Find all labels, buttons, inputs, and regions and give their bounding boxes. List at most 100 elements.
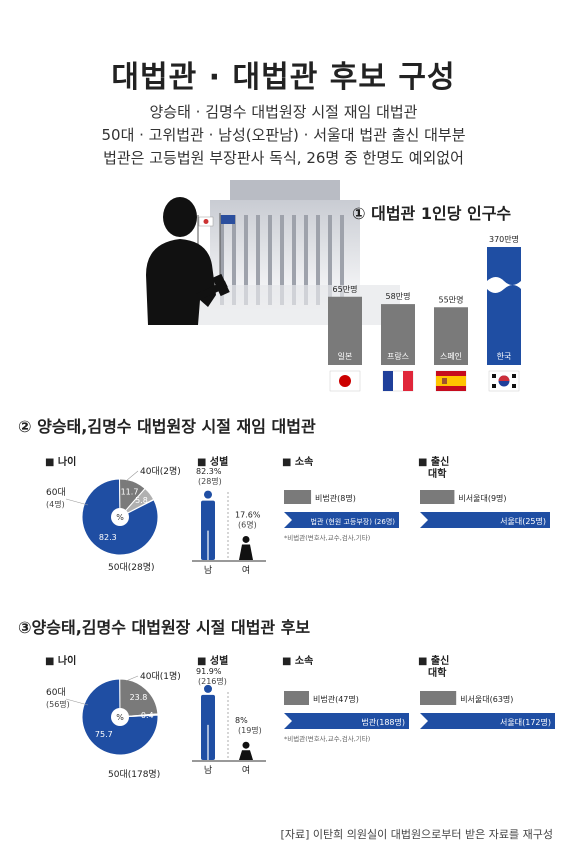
japan-flag-icon: [329, 370, 361, 392]
male-label: 남: [204, 565, 212, 576]
hbar-비법관: [284, 490, 312, 504]
hbar-label: 비법관(8명): [315, 493, 356, 503]
pie-value-label: 11.7: [121, 487, 139, 496]
chart1-title: ① 대법관 1인당 인구수: [352, 204, 512, 223]
female-figure-body: [239, 750, 253, 760]
male-figure-icon: [204, 684, 212, 693]
male-count: (28명): [198, 476, 222, 486]
male-label: 남: [204, 765, 212, 776]
male-figure-body: [201, 500, 215, 560]
male-pct: 82.3%: [196, 467, 222, 476]
s2-univ-header: ■ 출신: [418, 457, 450, 468]
hbar-note: *비법관(변호사,교수,검사,기타): [284, 734, 370, 743]
pie-label-60s: 60대: [46, 687, 66, 698]
pie-leader-line: [65, 498, 89, 506]
pie-center-label: %: [116, 713, 124, 722]
pie-label-40s: 40대(1명): [140, 671, 180, 682]
pie-value-label: 82.3: [99, 533, 117, 542]
subtitle-line-3: 법관은 고등법원 부장판사 독식, 26명 중 한명도 예외없어: [103, 149, 464, 167]
pie-slice-40대: [119, 713, 159, 718]
hbar-arrow-notch: [420, 512, 428, 528]
female-count: (6명): [238, 519, 257, 529]
male-count: (216명): [198, 676, 227, 686]
hbar-label: 서울대(25명): [500, 516, 546, 526]
s2-age-header: ■ 나이: [45, 457, 77, 468]
pie-center-hole: [111, 508, 129, 526]
hbar-label: 비법관(47명): [313, 694, 359, 704]
bar-value-label: 55만명: [439, 294, 464, 304]
female-label: 여: [242, 764, 250, 776]
s2-affiliation-bar-chart: 비법관(8명) 법관 (현원 고등부장) (26명) *비법관(변호사,교수,검사,…: [284, 490, 399, 542]
pie-slice-40대: [119, 487, 155, 518]
hbar-법관: [284, 512, 399, 528]
female-figure-icon: [242, 535, 250, 543]
female-label: 여: [242, 564, 250, 576]
s2-affil-header: ■ 소속: [282, 457, 314, 468]
s3-affiliation-bar-chart: 비법관(47명) 법관(188명) *비법관(변호사,교수,검사,기타): [284, 691, 409, 743]
s3-university-bar-chart: 비서울대(63명) 서울대(172명): [420, 691, 555, 729]
s2-gender-header: ■ 성별: [197, 457, 229, 468]
bar-value-label: 370만명: [489, 234, 519, 244]
hbar-note: *비법관(변호사,교수,검사,기타): [284, 533, 370, 542]
male-figure-icon: [204, 490, 212, 499]
hbar-arrow-notch: [284, 713, 292, 729]
pie-leader-line: [125, 470, 139, 482]
s3-age-pie-chart: 75.7 23.8 0.4% 50대(178명) 60대(56명) 40대(1명): [46, 671, 180, 780]
korea-flag-icon: [488, 370, 520, 392]
pie-label-50s: 50대(178명): [108, 769, 160, 780]
s3-univ-header2: 대학: [428, 668, 447, 679]
bar-일본: [328, 296, 362, 365]
pie-label-60s: 60대: [46, 487, 66, 498]
hbar-label: 비서울대(63명): [460, 694, 513, 704]
s2-university-bar-chart: 비서울대(9명) 서울대(25명): [420, 490, 550, 528]
france-flag-icon: [382, 370, 414, 392]
bar-value-label: 58만명: [386, 291, 411, 301]
s3-affil-header: ■ 소속: [282, 656, 314, 667]
hbar-서울대: [420, 512, 550, 528]
section3-title: ③양승태,김명수 대법원장 시절 대법관 후보: [18, 618, 311, 637]
female-pct: 17.6%: [235, 510, 261, 519]
pie-value-label: 23.8: [130, 693, 148, 702]
s2-age-pie-chart: 82.3 11.75.8% 50대(28명) 60대(4명) 40대(2명): [46, 466, 180, 573]
hbar-비서울대: [420, 490, 455, 504]
hbar-서울대: [420, 713, 555, 729]
s3-gender-header: ■ 성별: [197, 656, 229, 667]
hbar-비서울대: [420, 691, 457, 705]
bar-category-label: 프랑스: [387, 351, 409, 361]
subtitle-line-1: 양승태 · 김명수 대법원장 시절 재임 대법관: [149, 103, 418, 121]
pie-label-50s: 50대(28명): [108, 562, 155, 573]
pie-center-hole: [111, 708, 129, 726]
bar-한국: [487, 247, 521, 365]
person-silhouette-icon: [146, 197, 230, 325]
subtitle-line-2: 50대 · 고위법관 · 남성(오판남) · 서울대 법관 출신 대부분: [101, 126, 466, 144]
spain-flag-icon: [435, 370, 467, 392]
bar-value-label: 65만명: [333, 284, 358, 294]
bar-프랑스: [381, 304, 415, 365]
bar-category-label: 일본: [338, 352, 353, 361]
s2-gender-chart: 82.3%(28명) 17.6%(6명) 남 여: [192, 467, 266, 576]
bar-category-label: 스페인: [440, 351, 462, 361]
page-title: 대법관 · 대법관 후보 구성: [111, 60, 456, 95]
hbar-label: 법관(188명): [361, 717, 405, 727]
hbar-arrow-notch: [420, 713, 428, 729]
section2-title: ② 양승태,김명수 대법원장 시절 재임 대법관: [18, 417, 316, 436]
s3-age-header: ■ 나이: [45, 656, 77, 667]
male-pct: 91.9%: [196, 667, 222, 676]
female-figure-body: [239, 544, 253, 560]
pie-value-label: 0.4: [141, 711, 154, 720]
hbar-label: 서울대(172명): [500, 717, 551, 727]
pie-label-60s-count: (4명): [46, 499, 65, 509]
bar-스페인: [434, 307, 468, 365]
pie-slice-60대: [119, 678, 159, 718]
pie-label-40s: 40대(2명): [140, 466, 180, 477]
hbar-label: 법관 (현원 고등부장) (26명): [311, 517, 396, 526]
s2-univ-header2: 대학: [428, 469, 447, 480]
hbar-label: 비서울대(9명): [458, 493, 506, 503]
bar-category-label: 한국: [497, 352, 512, 361]
axis-break-mark: [487, 277, 521, 293]
source-note: [자료] 이탄희 의원실이 대법원으로부터 받은 자료를 재구성: [280, 828, 553, 841]
hbar-arrow-notch: [284, 512, 292, 528]
s3-gender-chart: 91.9%(216명) 8%(19명) 남 여: [192, 667, 266, 776]
pie-value-label: 5.8: [135, 496, 148, 505]
